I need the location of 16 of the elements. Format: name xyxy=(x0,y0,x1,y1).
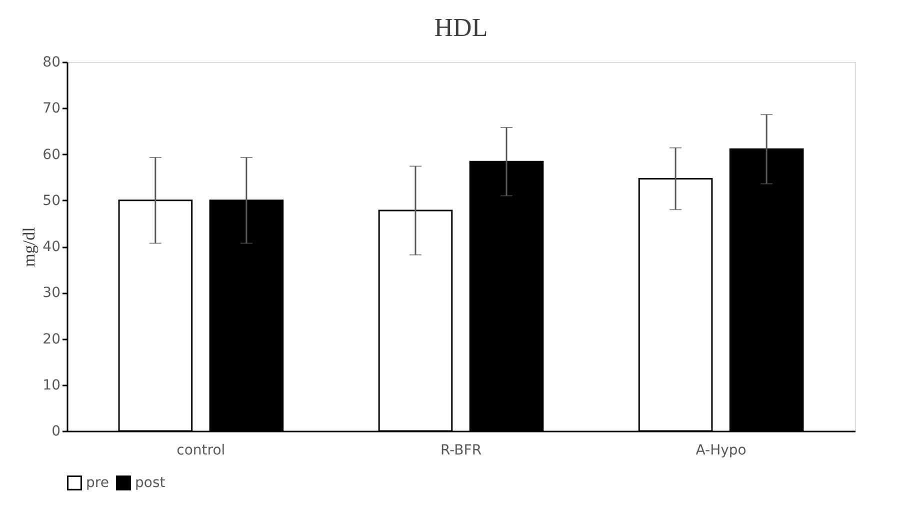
y-tick-label: 30 xyxy=(42,285,60,302)
y-tick-label: 40 xyxy=(42,239,60,255)
y-tick-label: 10 xyxy=(42,377,60,394)
chart-title: HDL xyxy=(434,13,488,42)
y-tick-label: 60 xyxy=(42,146,60,163)
legend-label: pre xyxy=(86,474,109,491)
x-tick-label: R-BFR xyxy=(440,442,482,458)
x-tick-label: control xyxy=(176,442,226,458)
x-tick-label: A-Hypo xyxy=(696,442,746,458)
y-tick-label: 20 xyxy=(42,331,60,348)
y-tick-label: 70 xyxy=(42,100,60,117)
legend-label: post xyxy=(135,474,166,491)
y-tick-label: 0 xyxy=(52,424,60,440)
y-tick-label: 50 xyxy=(42,192,60,209)
y-tick-label: 80 xyxy=(42,54,60,70)
y-axis-title: mg/dl xyxy=(20,226,39,267)
